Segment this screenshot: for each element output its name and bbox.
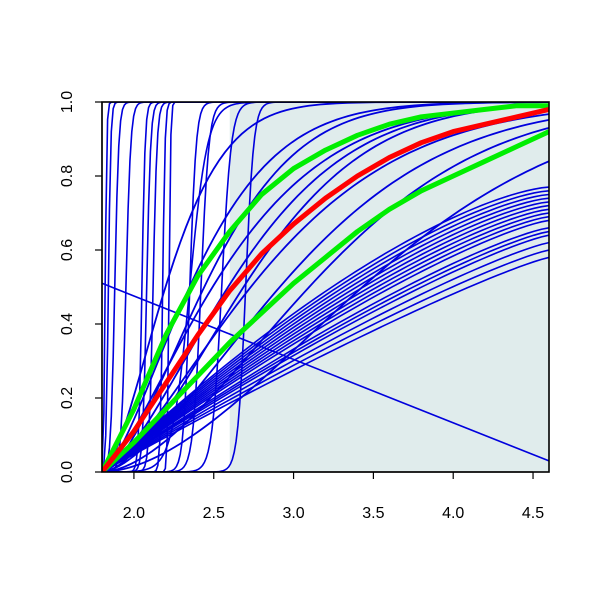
y-tick-label: 0.0 xyxy=(59,461,76,483)
blue-cdf-series xyxy=(102,118,549,472)
x-tick-label: 2.0 xyxy=(123,505,145,522)
blue-linear-series xyxy=(102,234,549,472)
blue-cdf-series xyxy=(102,126,549,472)
blue-linear-series xyxy=(102,197,549,472)
blue-step-series xyxy=(102,102,549,472)
y-tick-label: 0.4 xyxy=(59,313,76,335)
blue-cdf-series xyxy=(102,102,549,472)
green-highlight-series xyxy=(102,129,549,472)
blue-linear-series xyxy=(102,212,549,472)
y-tick-label: 0.6 xyxy=(59,239,76,261)
blue-linear-series xyxy=(102,249,549,472)
x-tick-label: 4.0 xyxy=(442,505,464,522)
green-highlight-series xyxy=(102,103,549,472)
red-highlight-series xyxy=(102,106,549,472)
y-tick-label: 1.0 xyxy=(59,91,76,113)
x-tick-label: 3.0 xyxy=(282,505,304,522)
blue-linear-series xyxy=(102,227,549,472)
y-axis: 0.0 0.2 0.4 0.6 0.8 1.0 xyxy=(59,91,103,483)
blue-cdf-series xyxy=(102,160,549,472)
x-tick-label: 4.5 xyxy=(522,505,544,522)
x-tick-label: 3.5 xyxy=(362,505,384,522)
blue-linear-series xyxy=(102,219,549,472)
blue-linear-series xyxy=(102,241,549,472)
x-tick-label: 2.5 xyxy=(203,505,225,522)
plot-area xyxy=(101,101,550,473)
blue-linear-series xyxy=(102,208,549,472)
blue-cdf-series xyxy=(102,102,549,472)
blue-linear-series xyxy=(102,230,549,472)
y-tick-label: 0.2 xyxy=(59,387,76,409)
x-axis: 2.0 2.5 3.0 3.5 4.0 4.5 xyxy=(123,471,544,522)
blue-step-series xyxy=(102,102,549,472)
y-tick-label: 0.8 xyxy=(59,165,76,187)
